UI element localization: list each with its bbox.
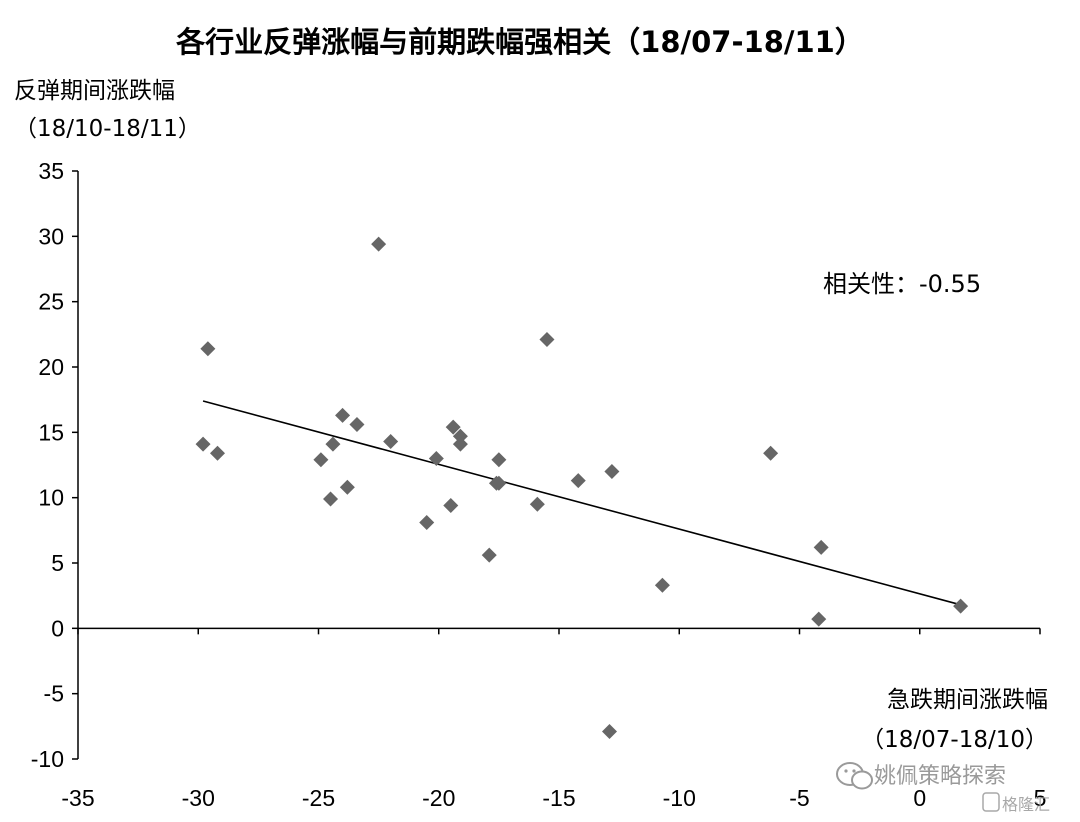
data-point bbox=[445, 419, 461, 435]
y-tick-label: -10 bbox=[31, 746, 64, 772]
y-tick-label: -5 bbox=[44, 681, 64, 707]
x-tick-label: -25 bbox=[302, 785, 335, 811]
data-point bbox=[335, 407, 351, 423]
data-point bbox=[539, 332, 555, 348]
y-tick-label: 25 bbox=[38, 289, 64, 315]
data-point bbox=[339, 479, 355, 495]
y-tick-label: 0 bbox=[51, 615, 64, 641]
data-point bbox=[604, 464, 620, 480]
x-tick-label: -15 bbox=[542, 785, 575, 811]
corner-logo-text: 格隆汇 bbox=[1002, 795, 1050, 814]
y-tick-label: 5 bbox=[51, 550, 64, 576]
data-point bbox=[570, 473, 586, 489]
x-tick-label: -20 bbox=[422, 785, 455, 811]
data-point bbox=[491, 475, 507, 491]
data-point bbox=[654, 577, 670, 593]
trendline-layer bbox=[202, 400, 961, 606]
data-point bbox=[371, 236, 387, 252]
axis-ticks: 35 30 25 20 15 10 5 0 -5 -10 -35 -30 -25 -20 -15 -10 -5 0… bbox=[31, 158, 1047, 811]
data-point bbox=[200, 341, 216, 357]
x-tick-label: -35 bbox=[61, 785, 94, 811]
y-tick-label: 30 bbox=[38, 223, 64, 249]
data-point bbox=[383, 433, 399, 449]
data-point bbox=[953, 598, 969, 614]
data-point bbox=[491, 452, 507, 468]
data-point bbox=[452, 428, 468, 444]
x-tick-label: 0 bbox=[913, 785, 926, 811]
y-tick-label: 10 bbox=[38, 485, 64, 511]
data-point bbox=[443, 498, 459, 514]
data-point bbox=[325, 436, 341, 452]
data-point bbox=[763, 445, 779, 461]
data-point bbox=[602, 724, 618, 740]
chart-title: 各行业反弹涨幅与前期跌幅强相关（18/07-18/11） bbox=[175, 25, 864, 59]
trendline bbox=[202, 400, 961, 606]
x-axis-label-line1: 急跌期间涨跌幅 bbox=[887, 687, 1048, 713]
data-point bbox=[452, 436, 468, 452]
data-point bbox=[323, 491, 339, 507]
data-point bbox=[481, 547, 497, 563]
correlation-annotation: 相关性：-0.55 bbox=[823, 270, 981, 298]
data-point bbox=[529, 496, 545, 512]
wechat-icon bbox=[836, 762, 873, 790]
data-point bbox=[813, 539, 829, 555]
x-tick-label: 5 bbox=[1034, 785, 1047, 811]
data-point bbox=[419, 514, 435, 530]
data-point bbox=[428, 450, 444, 466]
y-axis-label-line1: 反弹期间涨跌幅 bbox=[14, 78, 175, 104]
data-point bbox=[313, 452, 329, 468]
x-tick-label: -30 bbox=[182, 785, 215, 811]
watermark-text: 姚佩策略探索 bbox=[874, 764, 1006, 789]
x-axis-label-line2: （18/07-18/10） bbox=[861, 727, 1048, 753]
axes bbox=[77, 171, 1040, 759]
x-tick-label: -5 bbox=[789, 785, 809, 811]
data-point bbox=[811, 611, 827, 627]
data-point bbox=[209, 445, 225, 461]
x-tick-label: -10 bbox=[663, 785, 696, 811]
data-point bbox=[195, 436, 211, 452]
data-points bbox=[195, 236, 969, 740]
y-tick-label: 15 bbox=[38, 419, 64, 445]
corner-logo-icon bbox=[982, 792, 1000, 812]
y-tick-label: 20 bbox=[38, 354, 64, 380]
y-tick-label: 35 bbox=[38, 158, 64, 184]
corner-logo: 格隆汇 bbox=[982, 792, 1050, 814]
data-point bbox=[349, 416, 365, 432]
watermark: 姚佩策略探索 bbox=[836, 762, 1006, 790]
y-axis-label-line2: （18/10-18/11） bbox=[14, 116, 201, 142]
